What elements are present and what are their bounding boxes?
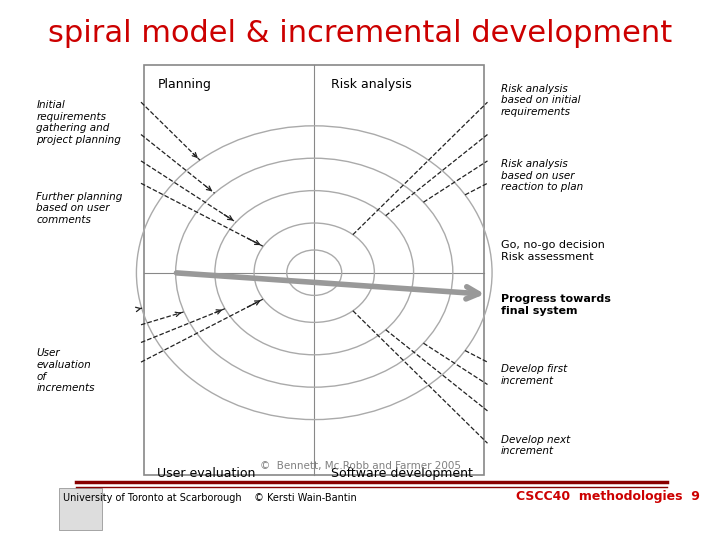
Text: User evaluation: User evaluation	[158, 467, 256, 480]
Text: Planning: Planning	[158, 78, 211, 91]
Text: Risk analysis: Risk analysis	[330, 78, 411, 91]
Text: Initial
requirements
gathering and
project planning: Initial requirements gathering and proje…	[37, 100, 121, 145]
FancyBboxPatch shape	[144, 65, 485, 475]
Text: University of Toronto at Scarborough    © Kersti Wain-Bantin: University of Toronto at Scarborough © K…	[63, 493, 356, 503]
Text: ©  Bennett, Mc.Robb and Farmer 2005: © Bennett, Mc.Robb and Farmer 2005	[259, 461, 461, 471]
Text: Risk analysis
based on user
reaction to plan: Risk analysis based on user reaction to …	[500, 159, 582, 192]
Text: Develop next
increment: Develop next increment	[500, 435, 570, 456]
Text: Go, no-go decision
Risk assessment: Go, no-go decision Risk assessment	[500, 240, 604, 262]
Text: Progress towards
final system: Progress towards final system	[500, 294, 611, 316]
Text: Develop first
increment: Develop first increment	[500, 364, 567, 386]
Text: spiral model & incremental development: spiral model & incremental development	[48, 19, 672, 48]
FancyBboxPatch shape	[59, 488, 102, 530]
Text: User
evaluation
of
increments: User evaluation of increments	[37, 348, 95, 393]
Text: CSCC40  methodologies  9: CSCC40 methodologies 9	[516, 490, 701, 503]
Text: Software development: Software development	[330, 467, 472, 480]
Text: Further planning
based on user
comments: Further planning based on user comments	[37, 192, 123, 225]
Text: Risk analysis
based on initial
requirements: Risk analysis based on initial requireme…	[500, 84, 580, 117]
